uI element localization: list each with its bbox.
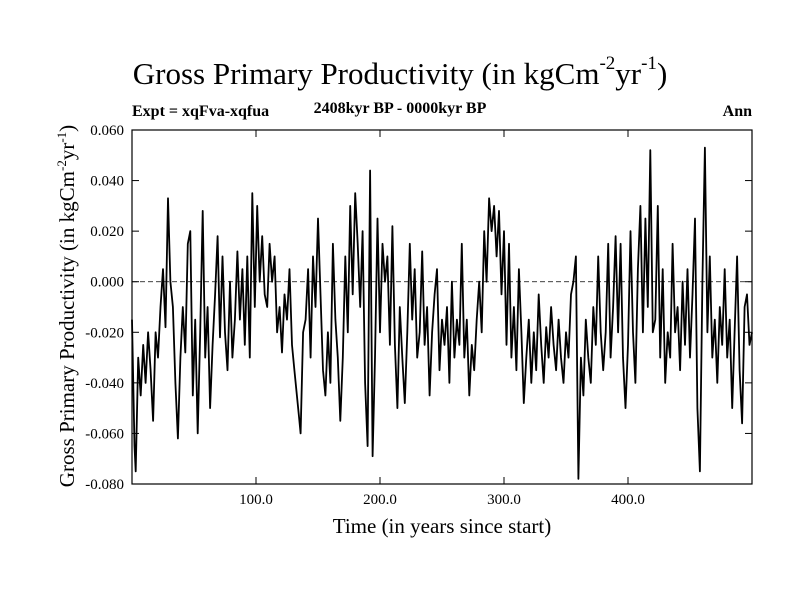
y-tick-label: -0.060: [85, 426, 124, 442]
y-tick-label: -0.080: [85, 477, 124, 493]
chart-title-unit: yr: [615, 56, 642, 91]
x-tick-label: 300.0: [487, 492, 521, 508]
y-tick-label: 0.060: [90, 123, 124, 139]
chart-title-text: Gross Primary Productivity (in kgCm: [132, 56, 600, 91]
ticks-layer: -0.080 -0.060 -0.040 -0.020 0.000 0.020 0.040 0…: [85, 123, 752, 508]
x-axis-label: Time (in years since start): [332, 514, 552, 538]
series-line-ann: [131, 146, 753, 480]
y-axis-label-exp2: -1: [54, 131, 69, 143]
chart-title-close: ): [656, 56, 668, 91]
y-tick-label: 0.000: [90, 275, 124, 291]
y-tick-label: -0.040: [85, 376, 124, 392]
y-tick-label: 0.020: [90, 224, 124, 240]
y-axis-label: Gross Primary Productivity (in kgCm-2yr-…: [54, 96, 81, 516]
y-tick-label: -0.020: [85, 325, 124, 341]
y-axis-label-unit: yr: [55, 142, 79, 161]
plot-frame: [131, 129, 753, 485]
y-axis-label-close: ): [55, 124, 79, 132]
chart-title-exp1: -2: [599, 52, 616, 74]
chart-title: Gross Primary Productivity (in kgCm-2yr-…: [0, 54, 800, 91]
chart-title-exp2: -1: [641, 52, 657, 74]
period-label: 2408kyr BP - 0000kyr BP: [313, 100, 487, 117]
y-axis-label-exp1: -2: [54, 160, 69, 172]
y-tick-label: 0.040: [90, 174, 124, 190]
x-tick-label: 400.0: [611, 492, 645, 508]
series-layer: [131, 146, 753, 480]
season-label: Ann: [722, 103, 752, 120]
x-tick-label: 100.0: [239, 492, 273, 508]
x-tick-label: 200.0: [363, 492, 397, 508]
y-axis-label-text: Gross Primary Productivity (in kgCm: [55, 171, 79, 488]
experiment-label: Expt = xqFva-xqfua: [132, 103, 270, 120]
